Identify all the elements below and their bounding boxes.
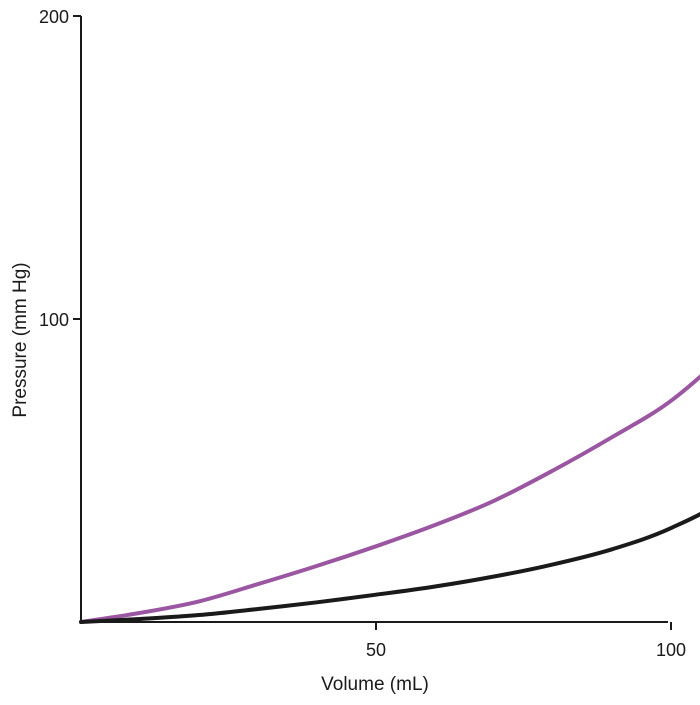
y-tick-label-200: 200: [39, 7, 69, 27]
axes: [80, 16, 668, 623]
x-tick-label-50: 50: [366, 640, 386, 660]
series: Normal: [79, 374, 700, 624]
y-axis-title: Pressure (mm Hg): [10, 262, 31, 417]
series-line-0: [79, 374, 700, 624]
x-axis-title: Volume (mL): [321, 674, 429, 695]
x-tick-label-100: 100: [656, 640, 686, 660]
series-line-normal: [79, 512, 700, 624]
ticks: 50 100 100 200: [39, 7, 686, 660]
y-tick-label-100: 100: [39, 310, 69, 330]
